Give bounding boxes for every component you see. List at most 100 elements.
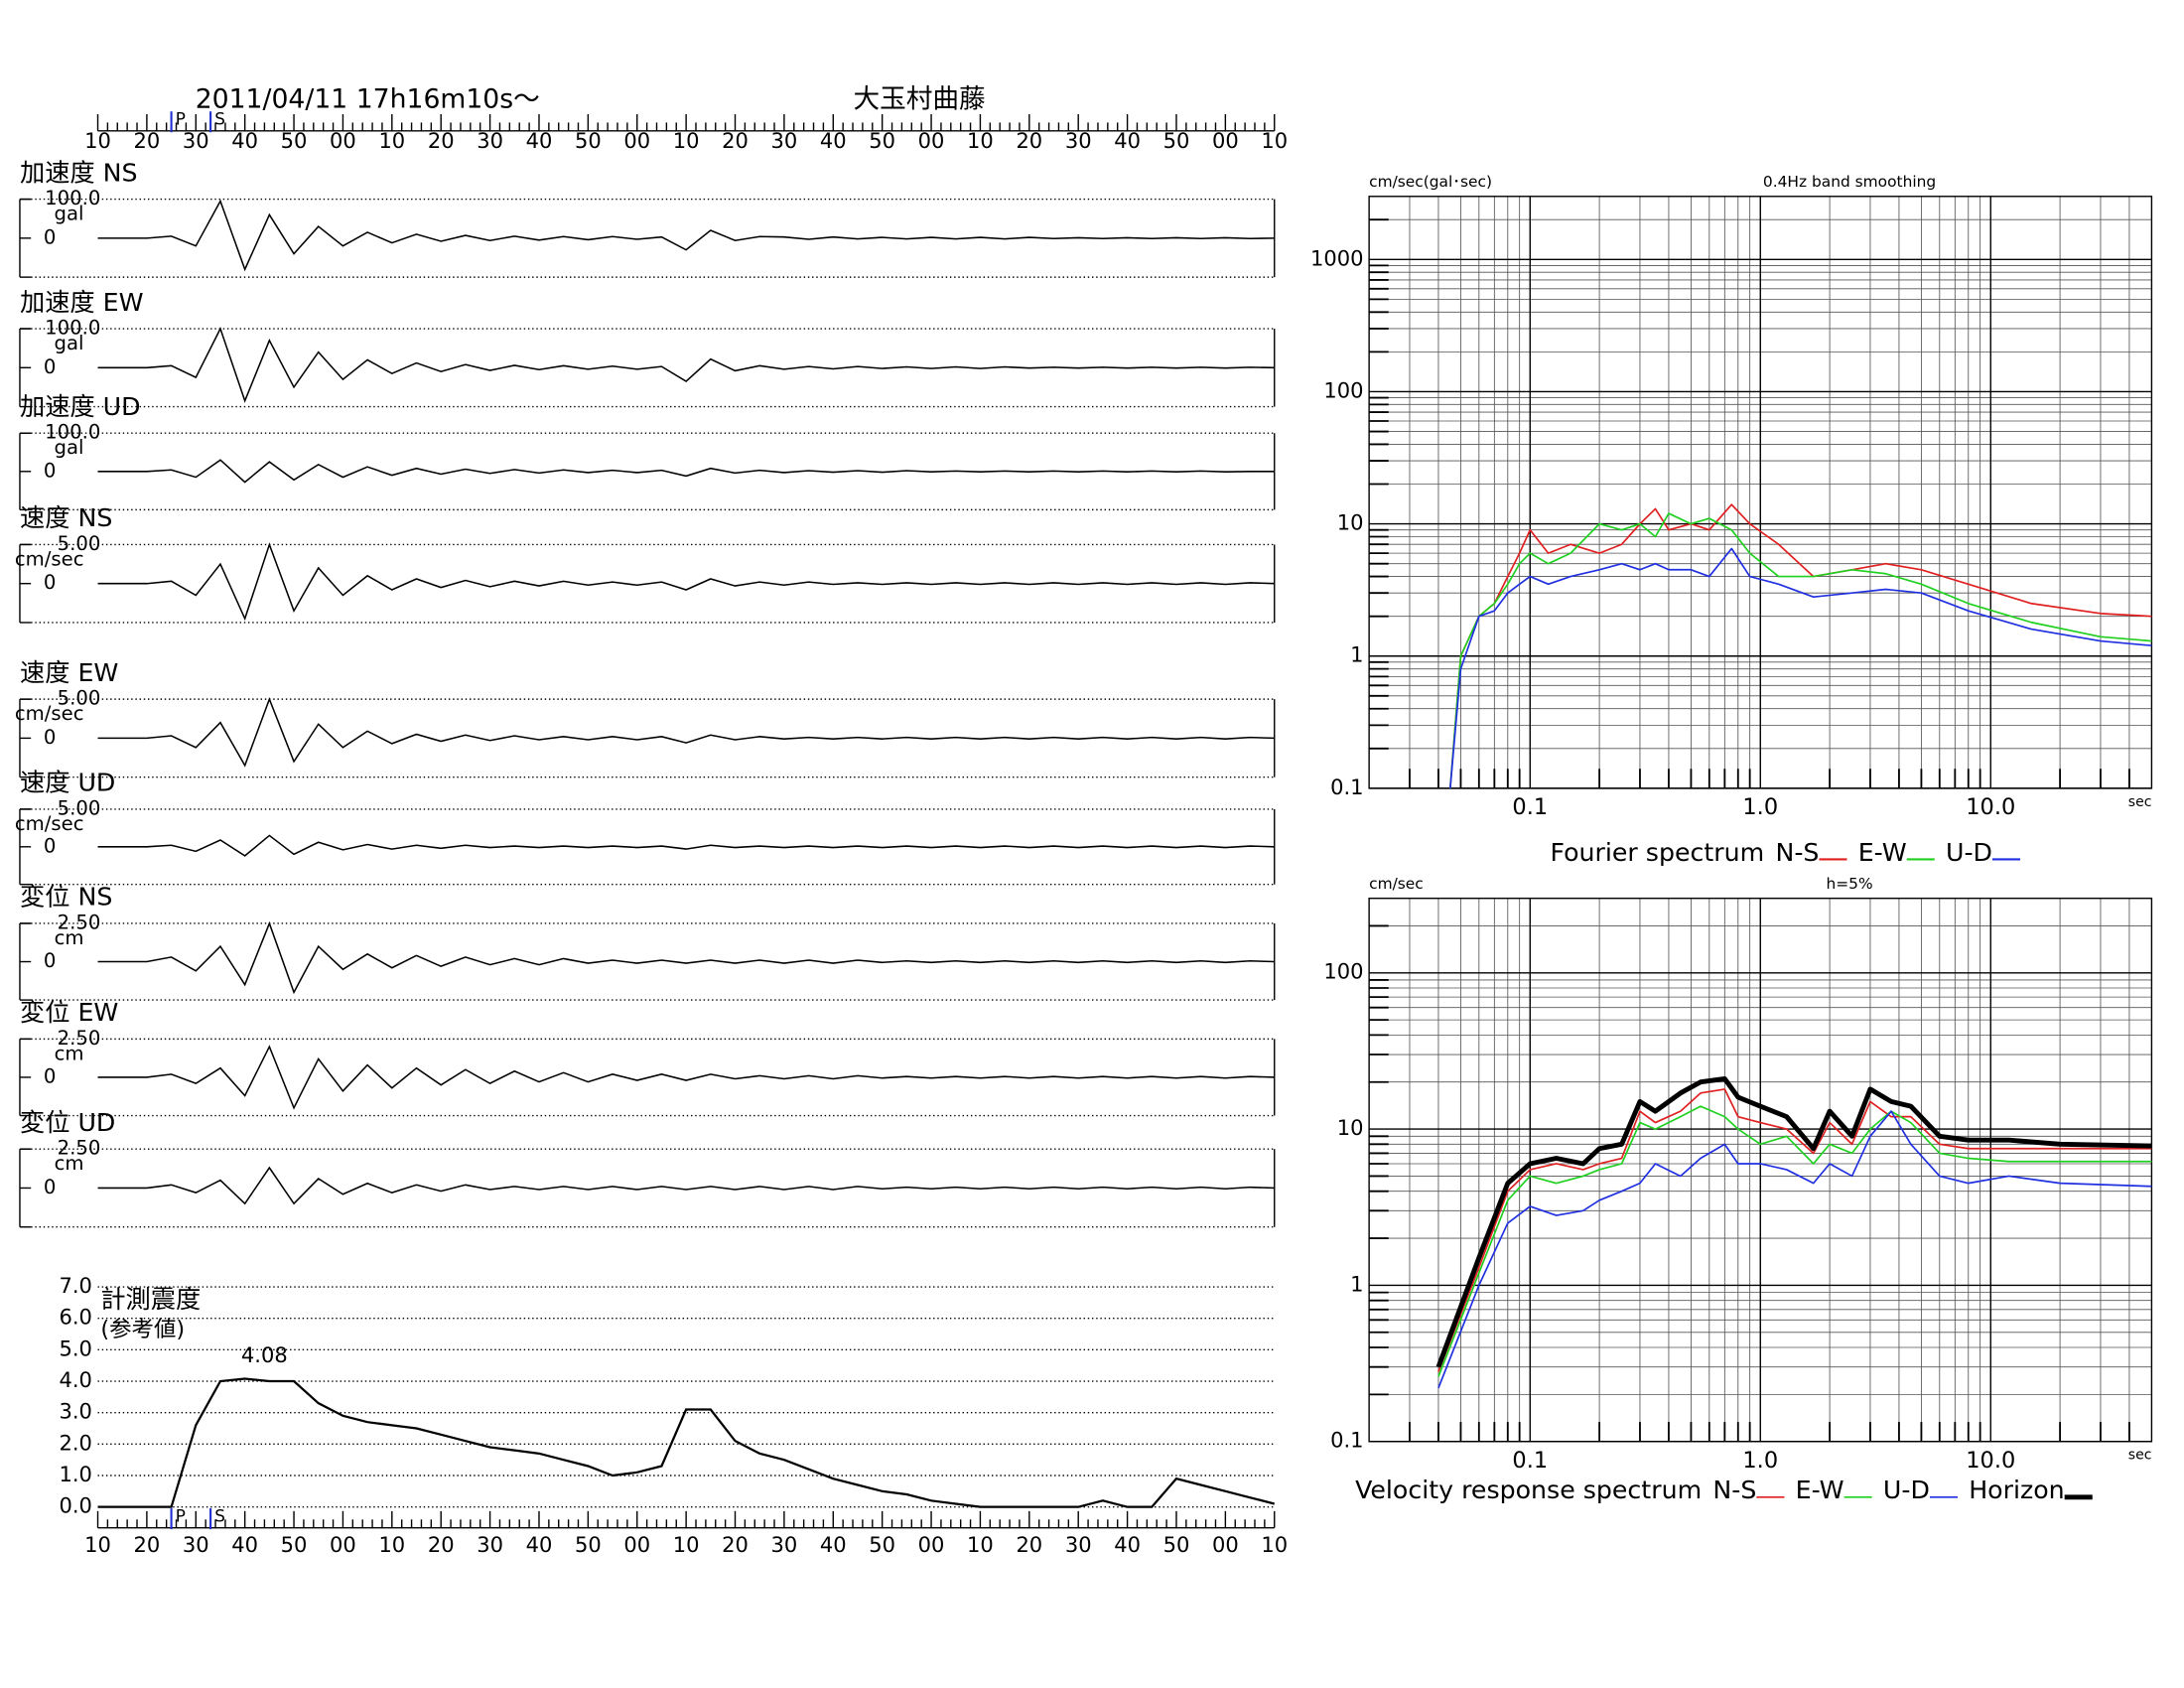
x-tick-label: 20 [1016,1532,1042,1557]
x-tick-label: 20 [134,1532,161,1557]
chart-title: 計測震度 [100,1285,201,1314]
y-tick-label: 100.0 [45,317,100,340]
x-tick-label: 00 [623,128,650,153]
legend-label: U-D [1946,838,1992,867]
unit-label: cm/sec [15,702,84,725]
waveform [97,920,1275,995]
x-tick-label: 10 [1261,1532,1288,1557]
legend-label: N-S [1775,838,1819,867]
x-tick-label: 30 [477,128,503,153]
x-tick-label: 50 [281,128,308,153]
unit-label: gal [55,203,84,225]
y-tick-label: 5.00 [58,532,101,555]
y-tick-label: 2.50 [58,1027,101,1050]
unit-label: cm/sec [15,812,84,835]
x-tick-label: 00 [330,128,356,153]
x-tick-label: 10 [378,128,405,153]
waveform [97,696,1275,768]
spectrum-line [1448,547,2152,788]
station: 大玉村曲藤 [853,83,985,114]
x-tick-label: 10.0 [1966,1448,2015,1474]
waveform [97,834,1275,857]
plot-frame [1368,898,2153,1443]
y-tick-label: 1 [1350,1271,1363,1296]
unit-label: gal [55,332,84,354]
x-tick-label: 20 [428,1532,455,1557]
y-tick-label: 4.0 [59,1367,91,1392]
plot-frame [1368,196,2153,789]
legend-label: E-W [1796,1476,1844,1504]
panel-title: 速度 EW [20,658,118,687]
x-tick-label: 40 [231,128,258,153]
x-tick-label: 10 [967,1532,994,1557]
x-tick-label: 50 [575,128,602,153]
y-tick-label: 5.00 [58,687,101,710]
unit-label: cm [55,1042,84,1064]
x-tick-label: 10 [378,1532,405,1557]
legend-label: Horizon [1969,1476,2064,1504]
y-tick-label: 0.0 [59,1493,91,1518]
spectrum-line [1437,1088,2152,1372]
y-tick-label: 3.0 [59,1399,91,1424]
panel-title: 変位 EW [20,998,118,1027]
x-tick-label: 20 [134,128,161,153]
legend-label: U-D [1883,1476,1930,1504]
panel-title: 変位 UD [20,1108,115,1137]
y-tick-label: 0 [44,834,56,857]
legend-title: Fourier spectrum [1550,838,1764,867]
phase-label: P [176,109,186,129]
x-tick-label: 30 [1065,128,1092,153]
x-axis-label: sec [2128,794,2152,810]
x-tick-label: 40 [231,1532,258,1557]
x-tick-label: 50 [1163,1532,1190,1557]
legend-title: Velocity response spectrum [1355,1476,1702,1504]
y-tick-label: 0.1 [1330,1428,1363,1453]
chart-title: 0.4Hz band smoothing [1763,173,1936,191]
x-tick-label: 10 [967,128,994,153]
x-tick-label: 40 [526,1532,553,1557]
x-tick-label: 10 [673,1532,700,1557]
y-tick-label: 0 [44,355,56,378]
unit-label: gal [55,436,84,459]
x-tick-label: 30 [477,1532,503,1557]
spectrum-line [1448,503,2152,788]
x-tick-label: 50 [869,128,895,153]
y-tick-label: 5.0 [59,1336,91,1360]
x-tick-label: 50 [281,1532,308,1557]
y-tick-label: 10 [1337,510,1364,535]
y-tick-label: 0 [44,949,56,972]
x-tick-label: 50 [1163,128,1190,153]
x-tick-label: 00 [330,1532,356,1557]
chart-title: h=5% [1826,875,1872,893]
x-tick-label: 10 [673,128,700,153]
waveform [97,327,1275,403]
y-tick-label: 0 [44,571,56,594]
panel-title: 加速度 UD [20,392,141,421]
x-tick-label: 40 [1114,128,1141,153]
chart-subtitle: (参考値) [100,1317,185,1342]
x-tick-label: 30 [1065,1532,1092,1557]
waveform [97,459,1275,484]
x-tick-label: 50 [869,1532,895,1557]
y-axis-label: cm/sec [1369,875,1424,893]
phase-label: P [176,1505,186,1525]
x-tick-label: 00 [1212,128,1239,153]
spectrum-line [1448,512,2152,788]
peak-label: 4.08 [241,1342,288,1367]
y-axis-label: cm/sec(gal･sec) [1369,173,1492,191]
panel-title: 加速度 EW [20,288,144,317]
x-tick-label: 40 [526,128,553,153]
y-tick-label: 0 [44,225,56,248]
spectrum-line [1435,1075,2152,1368]
phase-label: S [214,109,225,129]
x-tick-label: 20 [722,128,749,153]
y-tick-label: 1 [1350,642,1363,667]
legend-label: N-S [1712,1476,1756,1504]
x-tick-label: 00 [1212,1532,1239,1557]
x-tick-label: 1.0 [1742,1448,1778,1474]
x-tick-label: 10 [1261,128,1288,153]
x-tick-label: 30 [183,128,209,153]
x-tick-label: 00 [623,1532,650,1557]
y-tick-label: 100.0 [45,421,100,444]
